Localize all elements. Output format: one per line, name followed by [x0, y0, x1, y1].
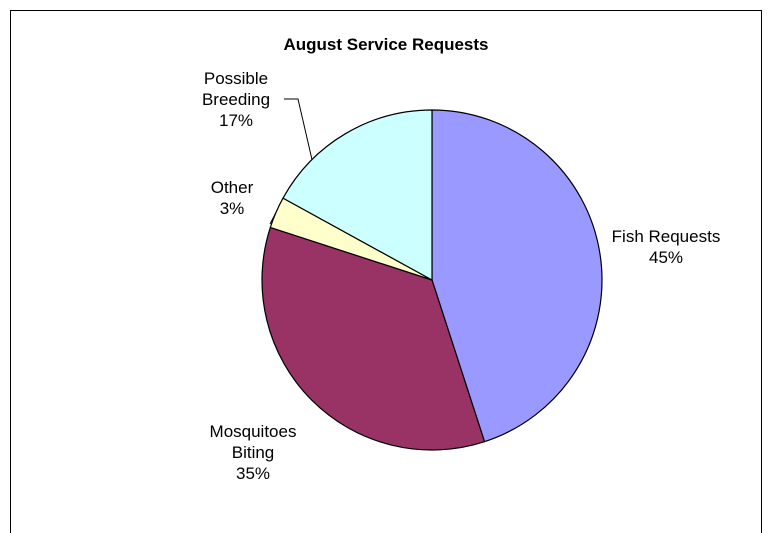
- slice-labels: Fish Requests 45% Mosquitoes Biting 35% Other…: [202, 69, 720, 483]
- slice-label: Other 3%: [211, 178, 254, 218]
- pie-slices: [261, 109, 603, 451]
- leader-line-other: [269, 212, 277, 225]
- slice-label: Possible Breeding 17%: [202, 69, 270, 130]
- pie-slice-possible: [282, 109, 433, 281]
- slice-label: Mosquitoes Biting 35%: [210, 422, 297, 483]
- pie-slice-mosquitoes: [261, 226, 486, 451]
- leader-lines: [269, 98, 313, 225]
- chart-title: August Service Requests: [283, 35, 488, 54]
- leader-line-possible-breeding: [284, 98, 313, 160]
- pie-slice-fish-requests: [431, 109, 603, 443]
- slice-label: Fish Requests 45%: [612, 227, 721, 267]
